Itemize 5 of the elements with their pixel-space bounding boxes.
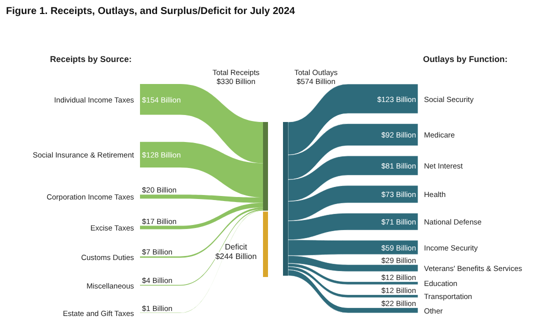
- text: Receipts by Source:: [50, 54, 132, 64]
- category-label: Deficit: [224, 242, 248, 252]
- text: Outlays by Function:: [423, 54, 508, 64]
- data-label: $244 Billion: [215, 252, 257, 261]
- text: Figure 1. Receipts, Outlays, and Surplus/Deficit for July 2024: [6, 6, 296, 17]
